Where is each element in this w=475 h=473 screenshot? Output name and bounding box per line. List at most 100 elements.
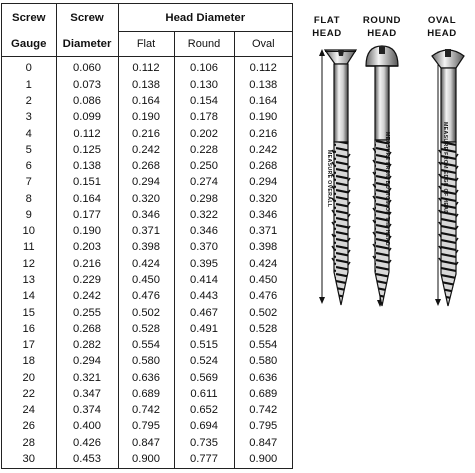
- cell-round: 0.524: [174, 353, 235, 371]
- cell-gauge: 3: [2, 109, 57, 127]
- cell-flat: 0.320: [118, 191, 175, 208]
- table-row: 20 0.321 0.636 0.569 0.636: [2, 370, 292, 387]
- cell-gauge: 4: [2, 126, 57, 143]
- table-row: 28 0.426 0.847 0.735 0.847: [2, 435, 292, 452]
- cell-oval: 0.742: [249, 404, 278, 417]
- cell-round: 0.652: [174, 402, 235, 420]
- table-row: 2 0.086 0.164 0.154 0.164: [2, 93, 292, 110]
- cell-oval: 0.554: [249, 339, 278, 352]
- cell-round: 0.569: [174, 370, 235, 387]
- cell-round: 0.202: [174, 126, 235, 143]
- cell-oval: 0.689: [249, 387, 278, 400]
- cell-gauge: 8: [2, 191, 57, 208]
- oval-head-screw-icon: [431, 49, 465, 307]
- cell-gauge: 1: [2, 77, 57, 94]
- cell-flat: 0.190: [118, 109, 175, 127]
- oval-head-label: OVAL HEAD: [416, 14, 468, 40]
- cell-diameter: 0.216: [56, 256, 119, 273]
- flat-head-screw-icon: [319, 49, 358, 306]
- cell-flat: 0.450: [118, 272, 175, 289]
- oval-head-label-line1: OVAL: [427, 15, 457, 26]
- header-head-diameter: Head Diameter: [118, 4, 293, 32]
- cell-diameter: 0.073: [56, 77, 119, 94]
- cell-diameter: 0.138: [56, 158, 119, 176]
- cell-oval: 0.190: [249, 111, 278, 124]
- cell-diameter: 0.099: [56, 109, 119, 127]
- screw-gauge-table: Screw Screw Head Diameter Gauge Diameter…: [1, 3, 293, 469]
- cell-flat: 0.502: [118, 305, 175, 322]
- cell-flat: 0.554: [118, 337, 175, 354]
- cell-flat: 0.398: [118, 240, 175, 257]
- cell-gauge: 30: [2, 451, 57, 468]
- cell-round: 0.777: [174, 451, 235, 468]
- cell-oval: 0.242: [249, 143, 278, 156]
- cell-gauge: 12: [2, 256, 57, 273]
- cell-flat: 0.371: [118, 223, 175, 241]
- cell-oval: 0.371: [249, 225, 278, 238]
- cell-round: 0.694: [174, 419, 235, 436]
- cell-gauge: 2: [2, 93, 57, 110]
- cell-flat: 0.216: [118, 126, 175, 143]
- table-row: 3 0.099 0.190 0.178 0.190: [2, 109, 292, 127]
- cell-diameter: 0.282: [56, 337, 119, 354]
- cell-gauge: 28: [2, 435, 57, 452]
- cell-gauge: 22: [2, 386, 57, 403]
- screws-drawing: [319, 45, 465, 307]
- cell-oval: 0.216: [249, 127, 278, 140]
- cell-round: 0.735: [174, 435, 235, 452]
- cell-diameter: 0.268: [56, 321, 119, 338]
- screw-gauge-table-body: 0 0.060 0.112 0.106 0.112 1 0.073 0.138 0.130 0.1…: [2, 56, 292, 468]
- cell-oval: 0.164: [249, 95, 278, 108]
- screw-gauge-table-grid: Screw Screw Head Diameter Gauge Diameter…: [2, 4, 293, 468]
- table-row: 10 0.190 0.371 0.346 0.371: [2, 223, 292, 241]
- cell-flat: 0.476: [118, 288, 175, 306]
- cell-gauge: 7: [2, 175, 57, 192]
- cell-flat: 0.847: [118, 435, 175, 452]
- round-head-label: ROUND HEAD: [356, 14, 408, 40]
- cell-flat: 0.242: [118, 142, 175, 159]
- cell-round: 0.395: [174, 256, 235, 273]
- flat-measure-note: MEASURE OVERALL: [326, 150, 332, 208]
- header-oval: Oval: [234, 31, 293, 57]
- cell-oval: 0.294: [249, 176, 278, 189]
- table-row: 12 0.216 0.424 0.395 0.424: [2, 256, 292, 273]
- cell-flat: 0.636: [118, 370, 175, 387]
- table-row: 7 0.151 0.294 0.274 0.294: [2, 175, 292, 192]
- cell-diameter: 0.177: [56, 207, 119, 224]
- table-row: 30 0.453 0.900 0.777 0.900: [2, 451, 292, 468]
- cell-oval: 0.450: [249, 273, 278, 286]
- table-row: 16 0.268 0.528 0.491 0.528: [2, 321, 292, 338]
- oval-measure-note: MEASURE FROM EDGE OF HEAD: [442, 122, 448, 215]
- cell-diameter: 0.086: [56, 93, 119, 110]
- cell-flat: 0.268: [118, 158, 175, 176]
- cell-round: 0.346: [174, 223, 235, 241]
- cell-gauge: 0: [2, 56, 57, 78]
- table-row: 26 0.400 0.795 0.694 0.795: [2, 419, 292, 436]
- cell-flat: 0.112: [118, 56, 175, 78]
- cell-round: 0.130: [174, 77, 235, 94]
- flat-head-label: FLAT HEAD: [302, 14, 352, 40]
- cell-diameter: 0.255: [56, 305, 119, 322]
- round-head-label-line2: HEAD: [367, 28, 397, 39]
- table-row: 11 0.203 0.398 0.370 0.398: [2, 240, 292, 257]
- table-row: 8 0.164 0.320 0.298 0.320: [2, 191, 292, 208]
- cell-gauge: 11: [2, 240, 57, 257]
- cell-round: 0.443: [174, 288, 235, 306]
- cell-round: 0.414: [174, 272, 235, 289]
- table-row: 9 0.177 0.346 0.322 0.346: [2, 207, 292, 224]
- cell-gauge: 26: [2, 419, 57, 436]
- cell-round: 0.322: [174, 207, 235, 224]
- cell-oval: 0.502: [249, 306, 278, 319]
- cell-diameter: 0.060: [56, 56, 119, 78]
- table-row: 14 0.242 0.476 0.443 0.476: [2, 288, 292, 306]
- cell-round: 0.228: [174, 142, 235, 159]
- cell-oval: 0.795: [249, 420, 278, 433]
- cell-diameter: 0.374: [56, 402, 119, 420]
- cell-diameter: 0.321: [56, 370, 119, 387]
- cell-oval: 0.320: [249, 192, 278, 205]
- cell-oval: 0.580: [249, 355, 278, 368]
- cell-flat: 0.164: [118, 93, 175, 110]
- cell-diameter: 0.242: [56, 288, 119, 306]
- cell-oval: 0.847: [249, 436, 278, 449]
- cell-diameter: 0.125: [56, 142, 119, 159]
